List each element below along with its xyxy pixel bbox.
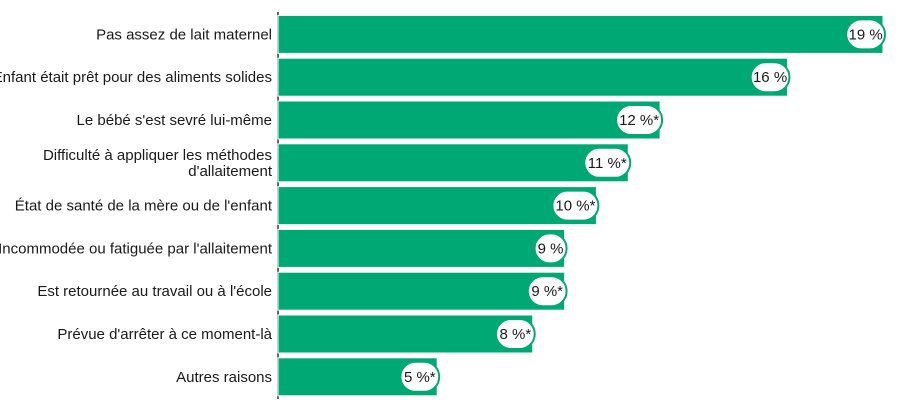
category-label: Incommodée ou fatiguée par l'allaitement [0,240,273,257]
bar [277,14,884,54]
category-label-line: Difficulté à appliquer les méthodes [43,147,272,164]
value-label: 9 % [538,240,564,257]
bar [277,186,597,226]
category-label: Difficulté à appliquer les méthodes d'all… [43,147,273,180]
category-label-line: Le bébé s'est sevré lui-même [77,112,272,129]
category-label-line: Pas assez de lait maternel [96,26,272,43]
value-label: 16 % [753,69,787,86]
value-label: 8 %* [499,326,531,343]
category-label: Pas assez de lait maternel [96,26,272,43]
category-labels-group: Pas assez de lait maternel Enfant était p… [0,26,273,385]
value-badge [399,360,441,393]
category-label-line: Prévue d'arrêter à ce moment-là [57,326,272,343]
category-label-line: Autres raisons [176,369,272,386]
bar [277,100,661,140]
value-badge [845,18,887,51]
bar [277,271,566,311]
value-label: 9 %* [531,283,563,300]
value-label: 10 %* [555,198,595,215]
value-badge [526,275,568,308]
value-badge [551,189,600,222]
category-label-line: d'allaitement [188,163,273,180]
value-label: 19 % [848,26,882,43]
category-label: Autres raisons [176,369,272,386]
value-badge [615,104,664,136]
bar [277,143,629,183]
category-label-line: État de santé de la mère ou de l'enfant [15,198,273,215]
category-label: Prévue d'arrêter à ce moment-là [57,326,272,343]
value-label: 11 %* [588,155,627,172]
bar [277,57,788,97]
bar [277,314,534,354]
value-label: 12 %* [619,112,659,129]
category-label: Le bébé s'est sevré lui-même [77,112,272,129]
value-badge [749,61,791,94]
category-label-line: Est retournée au travail ou à l'école [37,283,272,300]
bar [277,228,566,268]
value-badge [533,232,568,265]
value-badge [583,146,632,179]
category-label: État de santé de la mère ou de l'enfant [15,198,273,215]
category-label: Est retournée au travail ou à l'école [37,283,272,300]
value-badge [494,318,536,350]
category-label-line: Incommodée ou fatiguée par l'allaitement [0,240,273,257]
category-label-line: Enfant était prêt pour des aliments soli… [0,69,272,86]
value-label: 5 %* [404,369,436,386]
category-label: Enfant était prêt pour des aliments soli… [0,69,272,86]
value-labels-group: 19 % 16 % 12 %* 11 %* 10 %* 9 % 9 %* 8 %* 5 %* [399,18,887,393]
